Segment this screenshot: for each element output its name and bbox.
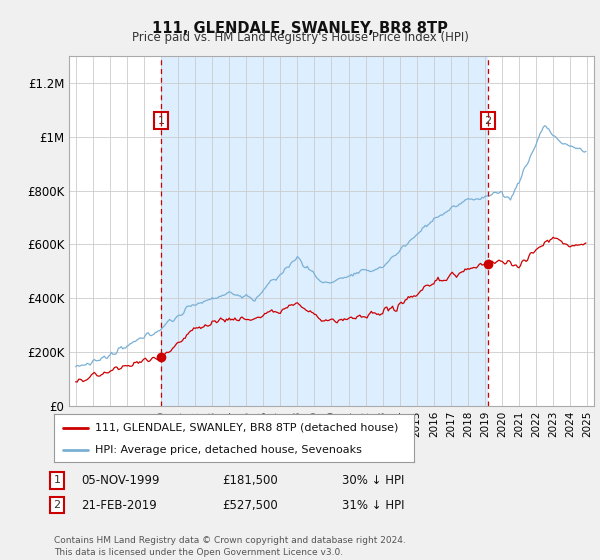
Bar <box>161 56 488 406</box>
Text: 21-FEB-2019: 21-FEB-2019 <box>81 498 157 512</box>
Text: 05-NOV-1999: 05-NOV-1999 <box>81 474 160 487</box>
Text: HPI: Average price, detached house, Sevenoaks: HPI: Average price, detached house, Seve… <box>95 445 362 455</box>
Text: 31% ↓ HPI: 31% ↓ HPI <box>342 498 404 512</box>
Text: Contains HM Land Registry data © Crown copyright and database right 2024.
This d: Contains HM Land Registry data © Crown c… <box>54 536 406 557</box>
Text: £181,500: £181,500 <box>222 474 278 487</box>
Text: 1: 1 <box>158 115 164 125</box>
Text: 1: 1 <box>53 475 61 486</box>
Text: 30% ↓ HPI: 30% ↓ HPI <box>342 474 404 487</box>
Text: Price paid vs. HM Land Registry's House Price Index (HPI): Price paid vs. HM Land Registry's House … <box>131 31 469 44</box>
Text: 2: 2 <box>484 115 491 125</box>
Text: 111, GLENDALE, SWANLEY, BR8 8TP (detached house): 111, GLENDALE, SWANLEY, BR8 8TP (detache… <box>95 423 399 433</box>
Text: 2: 2 <box>53 500 61 510</box>
Text: £527,500: £527,500 <box>222 498 278 512</box>
Text: 111, GLENDALE, SWANLEY, BR8 8TP: 111, GLENDALE, SWANLEY, BR8 8TP <box>152 21 448 36</box>
